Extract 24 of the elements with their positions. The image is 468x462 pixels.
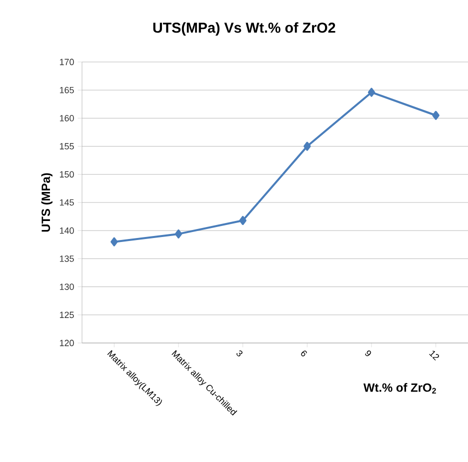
point [174,229,182,238]
y-tick-label: 135 [60,256,74,262]
y-tick-label: 130 [60,284,74,290]
y-tick-label: 170 [60,58,74,66]
x-axis-title: Wt.% of ZrO$_{2}$ [363,383,436,394]
y-axis-title: UTS (MPa) [41,173,52,232]
y-tick-label: 125 [60,312,74,318]
y-tick-label: 165 [60,86,74,94]
x-tick-label: 6 [301,350,307,356]
point [432,110,440,120]
x-tick-label: 12 [429,350,440,361]
point [110,237,118,246]
x-tick-label: 9 [365,350,372,356]
point [239,216,246,225]
point [368,88,376,97]
chart-title: UTS(MPa) Vs Wt.% of ZrO2 [153,22,336,36]
y-tick-label: 160 [60,115,74,122]
point [304,142,311,151]
y-tick-label: 155 [60,143,74,150]
y-tick-label: 140 [60,227,74,234]
y-tick-label: 150 [60,171,74,178]
x-tick-label: 3 [236,350,242,356]
y-tick-label: 120 [60,340,74,346]
y-tick-label: 145 [60,199,74,206]
